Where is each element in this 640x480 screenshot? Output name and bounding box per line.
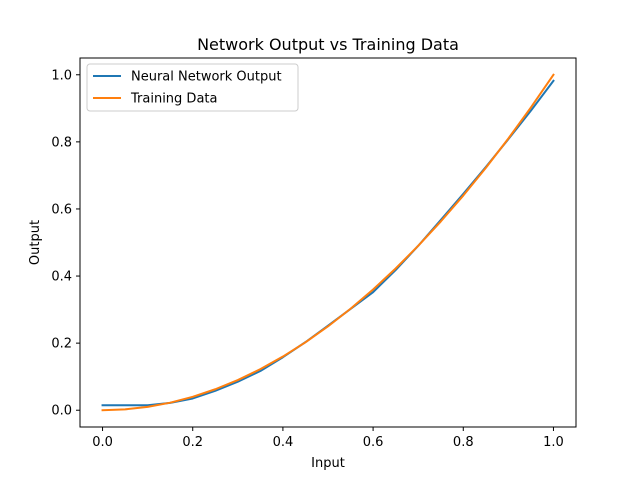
y-axis-label: Output [28, 220, 43, 265]
x-tick-label: 0.6 [363, 435, 384, 450]
x-axis-ticks: 0.0 0.2 0.4 0.6 0.8 1.0 [92, 427, 564, 450]
plot-background [80, 58, 576, 427]
legend-label-training-data: Training Data [130, 92, 217, 107]
y-tick-label: 0.4 [51, 270, 72, 285]
chart-title: Network Output vs Training Data [197, 35, 459, 54]
y-tick-label: 0.8 [51, 135, 72, 150]
x-tick-label: 0.8 [453, 435, 474, 450]
series-group [101, 73, 555, 412]
y-axis-ticks: 0.0 0.2 0.4 0.6 0.8 1.0 [51, 68, 80, 419]
y-tick-label: 0.2 [51, 337, 72, 352]
legend-box [86, 63, 299, 112]
series-line-training-data [101, 73, 555, 412]
legend-label-neural-network-output: Neural Network Output [131, 70, 282, 85]
plot-frame [79, 57, 577, 428]
y-tick-label: 1.0 [51, 68, 72, 83]
x-tick-label: 1.0 [543, 435, 564, 450]
x-axis-label: Input [311, 456, 345, 471]
y-tick-label: 0.0 [51, 404, 72, 419]
x-tick-label: 0.0 [92, 435, 113, 450]
y-tick-label: 0.6 [51, 202, 72, 217]
plot-area: 0.0 0.2 0.4 0.6 0.8 1.0 0.0 0.2 0.4 0.6 0.8 1.0 [51, 57, 577, 450]
legend: Neural Network Output Training Data [86, 63, 299, 112]
x-tick-label: 0.2 [182, 435, 203, 450]
x-tick-label: 0.4 [273, 435, 294, 450]
